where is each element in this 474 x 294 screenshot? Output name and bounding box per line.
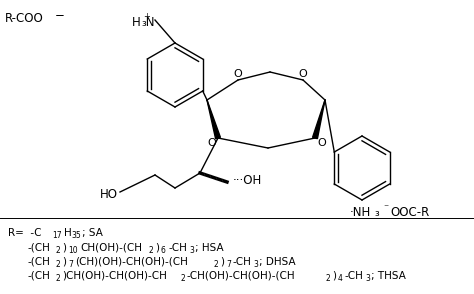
Text: CH(OH)-(CH: CH(OH)-(CH [80, 243, 142, 253]
Text: −: − [55, 9, 65, 22]
Text: 6: 6 [161, 246, 166, 255]
Text: 3: 3 [253, 260, 258, 269]
Text: -(CH: -(CH [28, 271, 51, 281]
Text: 4: 4 [338, 274, 343, 283]
Text: H: H [132, 16, 141, 29]
Text: 2: 2 [149, 246, 154, 255]
Text: O: O [207, 138, 216, 148]
Text: H: H [64, 228, 72, 238]
Text: -(CH: -(CH [28, 243, 51, 253]
Text: ): ) [220, 257, 224, 267]
Text: 7: 7 [68, 260, 73, 269]
Text: 3: 3 [365, 274, 370, 283]
Text: ; DHSA: ; DHSA [259, 257, 296, 267]
Text: ; SA: ; SA [82, 228, 103, 238]
Text: ₃: ₃ [374, 206, 379, 219]
Text: R=  -C: R= -C [8, 228, 42, 238]
Text: -CH: -CH [345, 271, 364, 281]
Text: O: O [299, 69, 307, 79]
Text: OOC-R: OOC-R [390, 206, 429, 219]
Text: -CH(OH)-CH(OH)-(CH: -CH(OH)-CH(OH)-(CH [187, 271, 296, 281]
Text: 2: 2 [214, 260, 219, 269]
Text: O: O [317, 138, 326, 148]
Text: 7: 7 [226, 260, 231, 269]
Text: -CH: -CH [233, 257, 252, 267]
Text: O: O [234, 69, 242, 79]
Text: HO: HO [100, 188, 118, 201]
Text: 2: 2 [56, 274, 61, 283]
Text: ···OH: ···OH [233, 173, 262, 186]
Text: -(CH: -(CH [28, 257, 51, 267]
Text: 2: 2 [56, 260, 61, 269]
Text: 35: 35 [71, 231, 81, 240]
Polygon shape [312, 100, 325, 139]
Text: ·NH: ·NH [350, 206, 371, 219]
Text: )CH(OH)-CH(OH)-CH: )CH(OH)-CH(OH)-CH [62, 271, 167, 281]
Text: ₃N: ₃N [141, 16, 155, 29]
Text: 2: 2 [181, 274, 186, 283]
Text: ⁻: ⁻ [383, 203, 388, 213]
Text: ; HSA: ; HSA [195, 243, 224, 253]
Text: 2: 2 [326, 274, 331, 283]
Text: ; THSA: ; THSA [371, 271, 406, 281]
Text: +: + [143, 12, 150, 21]
Text: 17: 17 [52, 231, 62, 240]
Text: ): ) [62, 243, 66, 253]
Text: 2: 2 [56, 246, 61, 255]
Polygon shape [207, 100, 220, 139]
Text: ): ) [332, 271, 336, 281]
Text: (CH)(OH)-CH(OH)-(CH: (CH)(OH)-CH(OH)-(CH [75, 257, 188, 267]
Text: 10: 10 [68, 246, 78, 255]
Text: 3: 3 [189, 246, 194, 255]
Text: ): ) [62, 257, 66, 267]
Text: R-COO: R-COO [5, 12, 44, 25]
Text: ): ) [155, 243, 159, 253]
Text: -CH: -CH [169, 243, 188, 253]
